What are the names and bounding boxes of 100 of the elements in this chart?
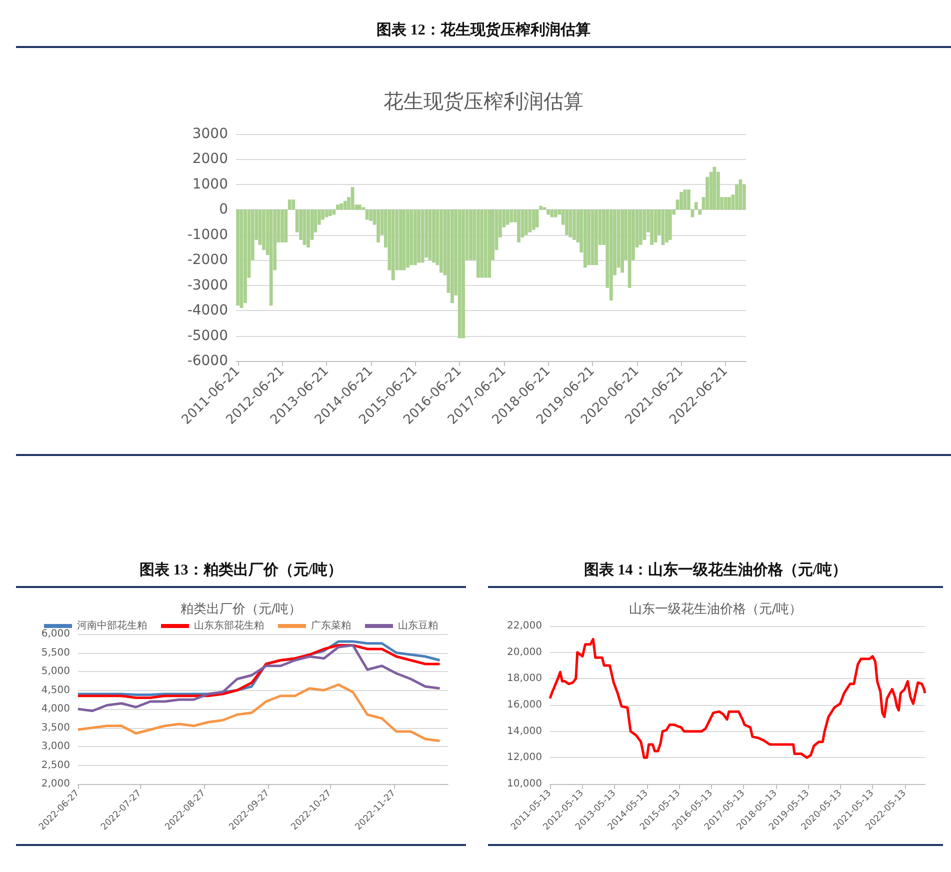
bar xyxy=(365,210,369,220)
bar xyxy=(698,210,702,215)
bar xyxy=(469,210,472,260)
y-tick-label: 2000 xyxy=(192,151,228,168)
bar xyxy=(532,210,536,230)
bar xyxy=(439,210,443,273)
y-tick-label: 3,500 xyxy=(41,722,70,734)
bar xyxy=(343,200,347,210)
bar xyxy=(583,210,587,268)
y-tick-label: -2000 xyxy=(187,252,228,268)
line-series xyxy=(548,638,926,759)
chart-title: 图表 13：粕类出厂价（元/吨） xyxy=(140,562,342,578)
bar xyxy=(550,210,554,218)
legend-label: 广东菜粕 xyxy=(311,620,351,632)
bar xyxy=(687,189,690,210)
y-tick-label: -5000 xyxy=(187,328,228,344)
bar xyxy=(620,210,624,273)
bar xyxy=(328,210,332,216)
bar xyxy=(594,210,598,266)
bar xyxy=(398,210,402,270)
y-tick-label: -1000 xyxy=(187,226,228,243)
y-tick-label: 0 xyxy=(219,202,228,218)
y-tick-label: 5,500 xyxy=(41,647,70,658)
y-tick-label: -3000 xyxy=(187,277,228,294)
bar xyxy=(587,210,590,266)
bar xyxy=(340,203,344,210)
chart-subtitle: 花生现货压榨利润估算 xyxy=(384,89,584,113)
bar xyxy=(572,210,576,240)
legend-label: 河南中部花生粕 xyxy=(77,620,147,632)
bar xyxy=(410,210,414,266)
bar xyxy=(528,210,532,232)
y-tick-label: 2,000 xyxy=(41,778,70,790)
bar xyxy=(510,210,514,222)
bar xyxy=(680,192,683,210)
bar xyxy=(280,210,284,242)
y-tick-label: -6000 xyxy=(187,353,228,369)
bar xyxy=(413,210,417,266)
bar xyxy=(724,197,728,210)
bar xyxy=(712,166,716,210)
y-tick-label: 10,000 xyxy=(507,778,542,790)
line-series xyxy=(76,683,441,742)
bar xyxy=(654,210,658,242)
line-series xyxy=(76,644,441,712)
bar xyxy=(738,179,742,210)
bar xyxy=(638,210,642,245)
y-tick-label: 4,500 xyxy=(41,684,70,696)
y-tick-label: 5,000 xyxy=(41,666,70,677)
y-tick-label: 3000 xyxy=(192,126,228,142)
bar xyxy=(650,210,654,245)
y-tick-label: 22,000 xyxy=(507,620,542,632)
y-tick-label: 2,500 xyxy=(41,760,70,771)
bar xyxy=(284,210,288,242)
bar xyxy=(458,210,462,338)
bar xyxy=(524,210,528,235)
bar xyxy=(376,210,380,242)
y-tick-label: 20,000 xyxy=(507,646,542,658)
y-tick-label: 14,000 xyxy=(507,726,542,737)
y-tick-label: 4,000 xyxy=(41,704,70,714)
y-tick-label: 6,000 xyxy=(41,628,70,640)
bar xyxy=(324,210,328,218)
bar xyxy=(406,210,410,268)
chart-title: 图表 14：山东一级花生油价格（元/吨） xyxy=(584,560,847,578)
bar xyxy=(288,200,292,210)
chart-subtitle: 山东一级花生油价格（元/吨） xyxy=(628,602,802,617)
bar xyxy=(517,210,520,242)
bar xyxy=(476,210,480,278)
bar xyxy=(506,210,510,225)
bar xyxy=(728,197,731,210)
bar xyxy=(668,210,672,240)
bar xyxy=(417,210,421,263)
bar xyxy=(554,210,558,218)
bar xyxy=(609,210,613,300)
bar xyxy=(535,210,539,228)
bar xyxy=(306,210,310,248)
chart-title: 图表 12：花生现货压榨利润估算 xyxy=(376,20,590,38)
bar xyxy=(628,210,632,288)
bar xyxy=(565,210,569,235)
y-tick-label: -4000 xyxy=(187,302,228,319)
y-tick-label: 12,000 xyxy=(507,752,542,764)
y-tick-label: 18,000 xyxy=(507,673,542,684)
bar xyxy=(358,204,362,210)
legend-label: 山东东部花生粕 xyxy=(194,620,264,632)
bar xyxy=(269,210,273,306)
bar xyxy=(336,204,340,210)
y-tick-label: 3,000 xyxy=(41,741,70,752)
bar xyxy=(450,210,454,303)
bar xyxy=(369,210,373,222)
y-tick-label: 16,000 xyxy=(507,700,542,710)
bar xyxy=(420,210,424,263)
bar xyxy=(546,210,550,215)
bar xyxy=(432,210,436,263)
bar xyxy=(665,210,668,242)
bar xyxy=(694,202,698,210)
bar xyxy=(484,210,488,278)
bar xyxy=(480,210,484,278)
bar xyxy=(488,210,492,278)
bar xyxy=(236,210,240,306)
chart-subtitle: 粕类出厂价（元/吨） xyxy=(180,602,302,617)
y-tick-label: 1000 xyxy=(192,176,228,192)
bar xyxy=(539,206,543,210)
